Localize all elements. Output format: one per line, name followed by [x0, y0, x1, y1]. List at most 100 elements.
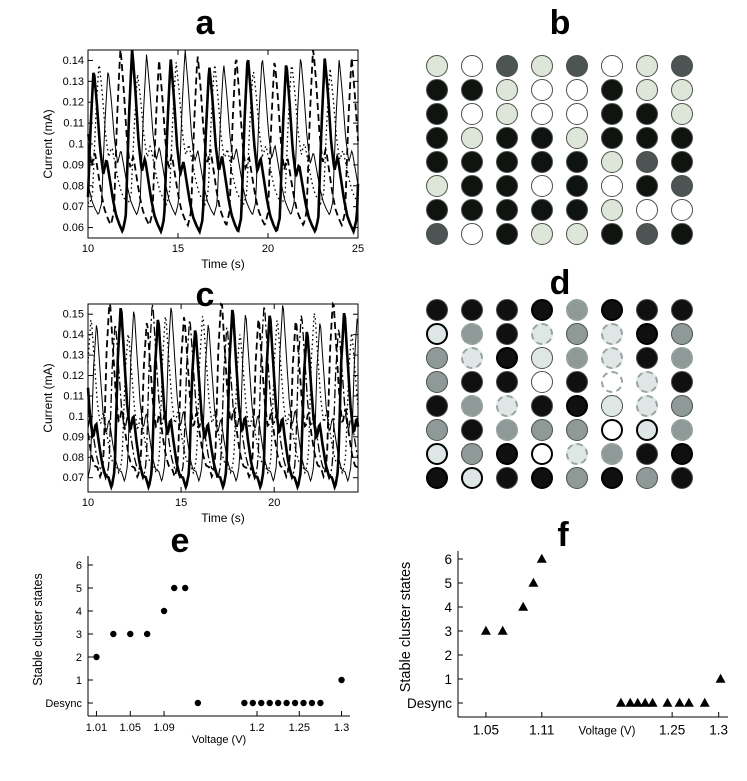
waveform-trace-electrode-1 — [87, 305, 359, 483]
svg-text:0.11: 0.11 — [63, 390, 84, 402]
data-point-marker — [625, 697, 636, 707]
svg-text:6: 6 — [444, 552, 452, 567]
oscillator-dot — [670, 103, 693, 125]
oscillator-dot — [530, 223, 553, 245]
grid-cell — [559, 442, 594, 466]
svg-text:0.1: 0.1 — [69, 411, 84, 423]
grid-cell — [524, 394, 559, 418]
grid-cell — [419, 54, 454, 78]
data-point-marker — [143, 630, 151, 638]
data-point-marker — [528, 577, 539, 587]
oscillator-dot — [425, 299, 448, 321]
oscillator-dot — [495, 79, 518, 101]
oscillator-dot — [635, 127, 658, 149]
oscillator-dot — [635, 371, 658, 393]
oscillator-dot — [530, 175, 553, 197]
data-point-marker — [93, 653, 100, 661]
oscillator-dot — [460, 395, 483, 417]
svg-text:5: 5 — [76, 583, 82, 595]
oscillator-dot — [460, 103, 483, 125]
grid-cell — [664, 126, 699, 150]
oscillator-dot — [460, 79, 483, 101]
grid-cell — [559, 126, 594, 150]
grid-cell — [664, 298, 699, 322]
data-point-marker — [715, 673, 726, 683]
grid-cell — [489, 418, 524, 442]
svg-text:Current (mA): Current (mA) — [41, 363, 55, 432]
panel-e-label: e — [170, 522, 190, 560]
svg-text:1.2: 1.2 — [249, 722, 264, 734]
svg-text:5: 5 — [444, 576, 452, 591]
grid-cell — [489, 78, 524, 102]
grid-cell — [419, 126, 454, 150]
grid-cell — [524, 102, 559, 126]
grid-cell — [419, 466, 454, 490]
oscillator-dot — [565, 443, 588, 465]
oscillator-dot — [600, 151, 623, 173]
grid-cell — [629, 54, 664, 78]
oscillator-dot — [495, 323, 518, 345]
oscillator-dot — [670, 127, 693, 149]
oscillator-dot — [495, 199, 518, 221]
grid-cell — [454, 418, 489, 442]
svg-text:3: 3 — [76, 629, 82, 641]
oscillator-dot — [670, 55, 693, 77]
oscillator-dot — [425, 419, 448, 441]
oscillator-dot — [530, 299, 553, 321]
oscillator-dot — [670, 395, 693, 417]
grid-cell — [489, 222, 524, 246]
oscillator-dot — [670, 79, 693, 101]
oscillator-dot — [565, 79, 588, 101]
grid-cell — [594, 150, 629, 174]
svg-text:0.08: 0.08 — [63, 180, 84, 192]
oscillator-dot — [600, 323, 623, 345]
svg-text:0.07: 0.07 — [63, 201, 84, 213]
grid-cell — [559, 322, 594, 346]
grid-cell — [594, 298, 629, 322]
grid-cell — [489, 442, 524, 466]
grid-cell — [489, 466, 524, 490]
oscillator-dot — [565, 127, 588, 149]
oscillator-dot — [460, 127, 483, 149]
waveform-trace-electrode-4 — [87, 62, 359, 207]
grid-cell — [629, 298, 664, 322]
data-point-marker — [647, 697, 658, 707]
oscillator-dot — [600, 79, 623, 101]
panel-d-oscillator-grid — [419, 298, 699, 490]
grid-cell — [594, 442, 629, 466]
grid-cell — [489, 298, 524, 322]
grid-cell — [664, 394, 699, 418]
oscillator-dot — [460, 55, 483, 77]
grid-cell — [629, 126, 664, 150]
oscillator-dot — [530, 79, 553, 101]
oscillator-dot — [565, 151, 588, 173]
oscillator-dot — [565, 175, 588, 197]
data-point-marker — [480, 625, 491, 635]
grid-cell — [594, 322, 629, 346]
oscillator-dot — [635, 103, 658, 125]
oscillator-dot — [460, 223, 483, 245]
data-point-marker — [632, 697, 643, 707]
panel-a-chart: 0.06 0.07 0.08 0.09 0.1 0.11 0.12 0.13 0.14 10 15 2… — [41, 49, 364, 271]
svg-text:15: 15 — [175, 497, 187, 509]
grid-cell — [629, 370, 664, 394]
grid-cell — [524, 298, 559, 322]
grid-cell — [419, 298, 454, 322]
grid-cell — [524, 346, 559, 370]
oscillator-dot — [600, 347, 623, 369]
data-point-marker — [181, 584, 189, 592]
grid-cell — [594, 418, 629, 442]
oscillator-dot — [635, 323, 658, 345]
svg-text:20: 20 — [262, 243, 274, 255]
oscillator-dot — [460, 299, 483, 321]
grid-cell — [454, 370, 489, 394]
grid-cell — [629, 174, 664, 198]
grid-cell — [664, 466, 699, 490]
grid-cell — [664, 54, 699, 78]
data-point-marker — [317, 699, 324, 707]
svg-text:6: 6 — [76, 560, 82, 572]
oscillator-dot — [670, 175, 693, 197]
grid-cell — [454, 466, 489, 490]
data-point-marker — [300, 699, 307, 707]
oscillator-dot — [600, 103, 623, 125]
